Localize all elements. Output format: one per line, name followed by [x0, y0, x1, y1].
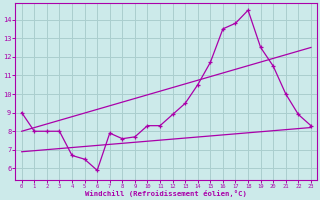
X-axis label: Windchill (Refroidissement éolien,°C): Windchill (Refroidissement éolien,°C) — [85, 190, 247, 197]
